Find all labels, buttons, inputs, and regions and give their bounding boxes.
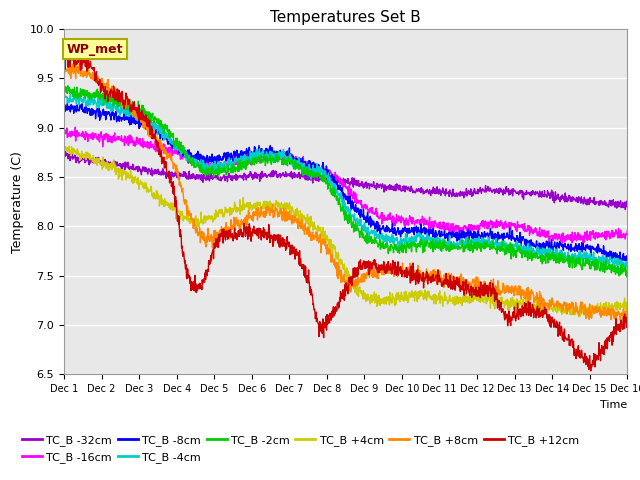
Legend: TC_B -32cm, TC_B -16cm, TC_B -8cm, TC_B -4cm, TC_B -2cm, TC_B +4cm, TC_B +8cm, T: TC_B -32cm, TC_B -16cm, TC_B -8cm, TC_B … (22, 435, 579, 463)
Title: Temperatures Set B: Temperatures Set B (270, 10, 421, 25)
Text: WP_met: WP_met (67, 43, 124, 56)
Y-axis label: Temperature (C): Temperature (C) (11, 151, 24, 252)
X-axis label: Time: Time (600, 400, 627, 409)
